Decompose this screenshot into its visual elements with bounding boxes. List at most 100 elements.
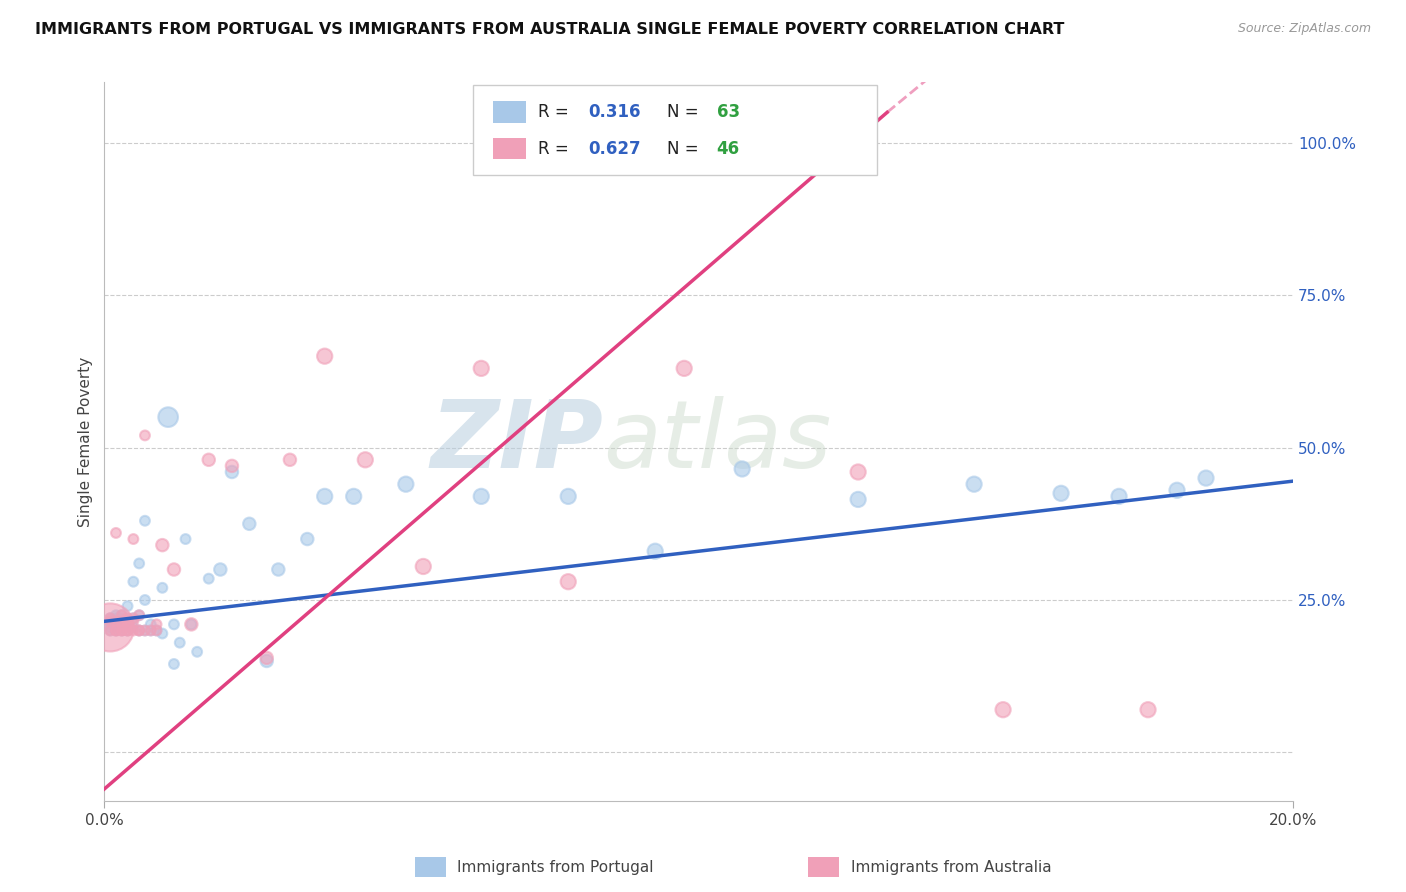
Text: 46: 46	[717, 140, 740, 158]
Point	[104, 617, 127, 632]
Text: Source: ZipAtlas.com: Source: ZipAtlas.com	[1237, 22, 1371, 36]
Point	[122, 532, 145, 546]
Point	[128, 557, 150, 571]
Point	[1137, 703, 1160, 717]
Point	[139, 624, 162, 638]
Point	[98, 615, 121, 629]
Point	[197, 452, 219, 467]
Point	[111, 608, 134, 623]
Point	[111, 617, 134, 632]
Text: Immigrants from Portugal: Immigrants from Portugal	[457, 860, 654, 874]
Point	[98, 624, 121, 638]
Point	[412, 559, 434, 574]
Point	[314, 349, 336, 363]
Point	[104, 615, 127, 629]
Point	[470, 489, 492, 503]
Point	[150, 626, 173, 640]
Point	[111, 615, 134, 629]
Point	[98, 617, 121, 632]
Point	[1166, 483, 1188, 498]
Point	[128, 608, 150, 623]
Point	[163, 657, 186, 671]
Point	[134, 624, 156, 638]
Point	[128, 608, 150, 623]
Point	[98, 620, 121, 634]
Point	[117, 617, 139, 632]
Point	[163, 617, 186, 632]
Point	[197, 572, 219, 586]
Point	[557, 574, 579, 589]
Point	[354, 452, 377, 467]
Point	[98, 624, 121, 638]
Point	[104, 624, 127, 638]
Point	[111, 615, 134, 629]
Point	[145, 617, 167, 632]
Text: R =: R =	[538, 140, 574, 158]
Point	[104, 624, 127, 638]
Point	[180, 617, 202, 632]
Text: atlas: atlas	[603, 396, 832, 487]
Text: 0.316: 0.316	[588, 103, 641, 121]
Y-axis label: Single Female Poverty: Single Female Poverty	[79, 357, 93, 526]
Point	[256, 651, 278, 665]
Point	[122, 611, 145, 625]
Point	[117, 599, 139, 613]
Point	[117, 617, 139, 632]
Point	[673, 361, 696, 376]
Point	[128, 624, 150, 638]
Point	[111, 624, 134, 638]
Point	[117, 624, 139, 638]
Text: Immigrants from Australia: Immigrants from Australia	[851, 860, 1052, 874]
Point	[104, 608, 127, 623]
Point	[846, 465, 869, 479]
Point	[134, 428, 156, 442]
Point	[117, 611, 139, 625]
Point	[238, 516, 260, 531]
Point	[395, 477, 418, 491]
Point	[134, 514, 156, 528]
Point	[1050, 486, 1073, 500]
Point	[139, 617, 162, 632]
Point	[98, 620, 121, 634]
Point	[117, 624, 139, 638]
Point	[221, 465, 243, 479]
Point	[343, 489, 366, 503]
Point	[104, 611, 127, 625]
Point	[117, 615, 139, 629]
Text: ZIP: ZIP	[430, 395, 603, 488]
Point	[134, 593, 156, 607]
Point	[145, 624, 167, 638]
Point	[963, 477, 986, 491]
Text: N =: N =	[666, 140, 703, 158]
Point	[1108, 489, 1130, 503]
Point	[122, 624, 145, 638]
Point	[314, 489, 336, 503]
Point	[991, 703, 1014, 717]
Point	[644, 544, 666, 558]
Point	[169, 635, 191, 649]
FancyBboxPatch shape	[494, 102, 526, 123]
Point	[111, 608, 134, 623]
Point	[98, 611, 121, 625]
Point	[278, 452, 301, 467]
Point	[122, 615, 145, 629]
Point	[122, 620, 145, 634]
Point	[221, 458, 243, 473]
Text: 63: 63	[717, 103, 740, 121]
Point	[117, 617, 139, 632]
Point	[128, 624, 150, 638]
Text: N =: N =	[666, 103, 703, 121]
Point	[122, 574, 145, 589]
Point	[98, 611, 121, 625]
Point	[150, 538, 173, 552]
Point	[98, 615, 121, 629]
Point	[150, 581, 173, 595]
Point	[174, 532, 197, 546]
Text: 0.627: 0.627	[588, 140, 641, 158]
FancyBboxPatch shape	[494, 138, 526, 160]
Point	[470, 361, 492, 376]
Point	[117, 611, 139, 625]
Point	[1195, 471, 1218, 485]
Text: R =: R =	[538, 103, 574, 121]
Point	[731, 462, 754, 476]
